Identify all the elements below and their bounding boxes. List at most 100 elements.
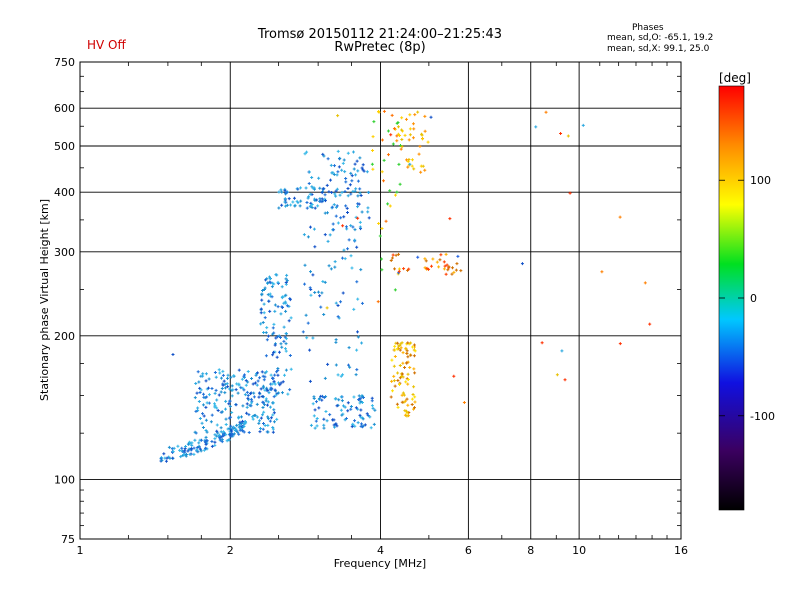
data-point	[450, 272, 454, 276]
data-point	[275, 273, 279, 277]
data-point	[258, 430, 262, 434]
data-point	[343, 170, 347, 174]
data-point	[261, 384, 265, 388]
data-point	[193, 396, 197, 400]
data-point	[349, 224, 353, 228]
data-point	[223, 391, 227, 395]
data-point	[257, 391, 261, 395]
data-point	[427, 267, 431, 271]
data-point	[412, 354, 416, 358]
data-point	[201, 392, 205, 396]
data-point	[197, 400, 201, 404]
data-point	[259, 311, 263, 315]
data-point	[298, 204, 302, 208]
data-point	[346, 363, 350, 367]
data-point	[346, 194, 350, 198]
data-point	[238, 420, 242, 424]
data-point	[377, 110, 381, 114]
data-point	[303, 282, 307, 286]
data-point	[279, 381, 283, 385]
y-axis-ticks: 75 100 200 300 400 500 600 750	[54, 56, 681, 546]
data-point	[520, 262, 524, 266]
data-point	[219, 376, 223, 380]
data-point	[313, 408, 317, 412]
data-point	[262, 287, 266, 291]
data-point	[351, 189, 355, 193]
y-tick-label: 400	[54, 186, 75, 199]
data-point	[437, 265, 441, 269]
data-point	[361, 168, 365, 172]
data-point	[399, 144, 403, 148]
data-point	[360, 401, 364, 405]
data-point	[324, 409, 328, 413]
data-point	[404, 380, 408, 384]
data-point	[228, 430, 232, 434]
data-point	[296, 187, 300, 191]
data-point	[400, 138, 404, 142]
plot-frame	[79, 61, 682, 540]
data-point	[281, 380, 285, 384]
data-point	[370, 399, 374, 403]
data-point	[194, 381, 198, 385]
data-point	[648, 322, 652, 326]
data-point	[344, 225, 348, 229]
data-point	[356, 297, 360, 301]
data-point	[218, 371, 222, 375]
data-point	[389, 133, 393, 137]
data-point	[270, 295, 274, 299]
data-point	[544, 110, 548, 114]
data-point	[292, 196, 296, 200]
data-point	[322, 426, 326, 430]
data-point	[406, 378, 410, 382]
data-point	[216, 431, 220, 435]
y-axis-label: Stationary phase Virtual Height [km]	[38, 199, 51, 401]
data-point	[168, 456, 172, 460]
data-point	[291, 200, 295, 204]
data-point	[410, 158, 414, 162]
data-point	[259, 322, 263, 326]
data-point	[225, 382, 229, 386]
data-point	[246, 396, 250, 400]
data-point	[371, 135, 375, 139]
data-point	[348, 183, 352, 187]
data-point	[352, 307, 356, 311]
data-point	[397, 269, 401, 273]
data-point	[192, 446, 196, 450]
data-point	[287, 319, 291, 323]
data-point	[416, 110, 420, 114]
data-point	[393, 355, 397, 359]
data-point	[276, 335, 280, 339]
data-point	[240, 415, 244, 419]
data-point	[382, 109, 386, 113]
data-point	[302, 233, 306, 237]
data-point	[355, 245, 359, 249]
data-point	[268, 419, 272, 423]
data-point	[316, 204, 320, 208]
data-point	[238, 428, 242, 432]
data-point	[266, 423, 270, 427]
data-point	[289, 316, 293, 320]
data-point	[205, 395, 209, 399]
data-point	[217, 434, 221, 438]
data-point	[220, 438, 224, 442]
data-point	[225, 439, 229, 443]
data-point	[395, 134, 399, 138]
data-point	[351, 422, 355, 426]
data-point	[261, 406, 265, 410]
data-point	[391, 253, 395, 257]
data-point	[214, 375, 218, 379]
data-point	[272, 408, 276, 412]
data-point	[356, 205, 360, 209]
data-point	[213, 391, 217, 395]
data-point	[232, 425, 236, 429]
data-point	[358, 220, 362, 224]
data-point	[307, 182, 311, 186]
data-point	[409, 353, 413, 357]
data-point	[231, 388, 235, 392]
data-point	[267, 299, 271, 303]
data-point	[215, 398, 219, 402]
data-point	[184, 444, 188, 448]
data-point	[566, 134, 570, 138]
data-point	[210, 444, 214, 448]
data-point	[423, 168, 427, 172]
